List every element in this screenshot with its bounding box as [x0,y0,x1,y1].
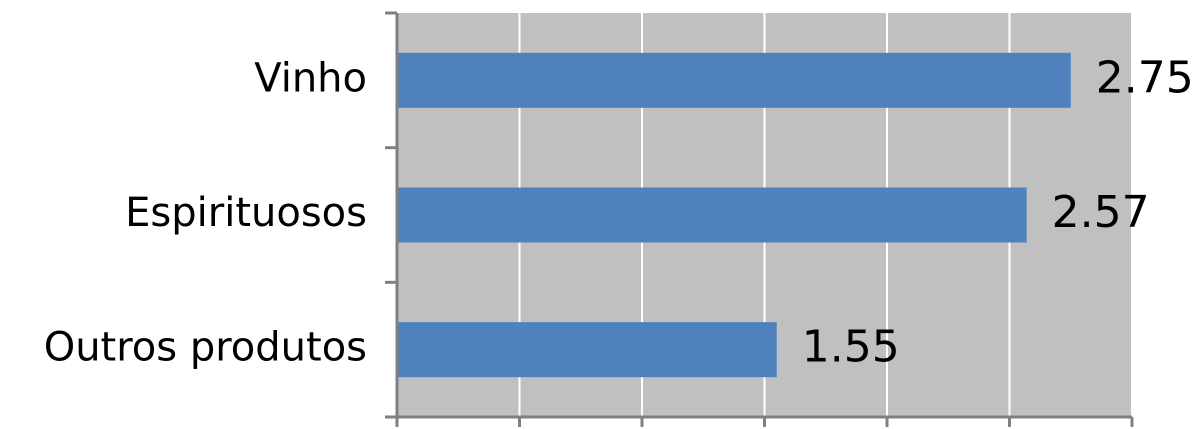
category-label: Outros produtos [44,325,367,371]
bar-espirituosos [397,187,1027,243]
bar-vinho [397,52,1071,108]
bar-outros-produtos [397,322,777,378]
axis-ticks [385,11,1134,427]
data-label: 2.57 [1052,187,1150,238]
category-label: Espirituosos [125,190,367,236]
category-label: Vinho [254,55,367,101]
category-labels: Vinho Espirituosos Outros produtos [44,55,367,370]
data-label: 2.75 [1096,52,1193,103]
data-labels: 2.75 2.57 1.55 [802,52,1193,372]
data-label: 1.55 [802,322,900,373]
bars [397,52,1071,378]
